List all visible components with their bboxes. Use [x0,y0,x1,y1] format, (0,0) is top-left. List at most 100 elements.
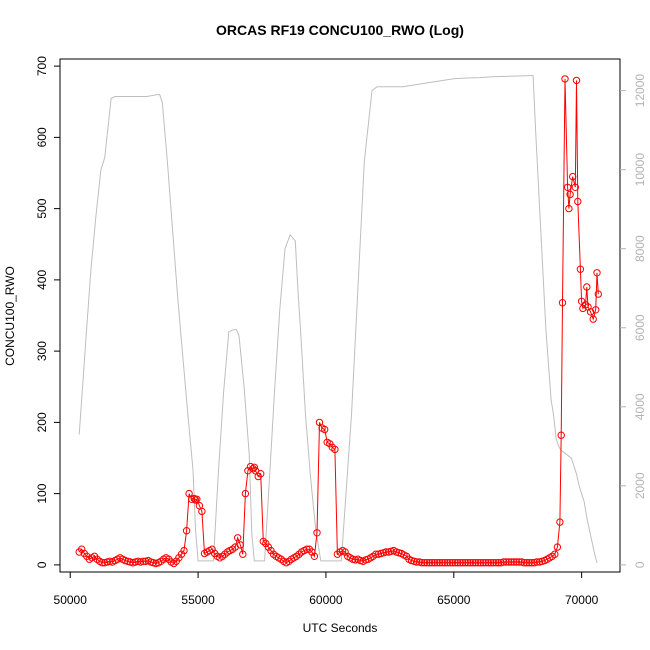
data-point-188 [551,550,559,558]
x-axis-label: UTC Seconds [303,621,378,635]
y-tick-label-1: 100 [35,483,49,503]
data-point-118 [372,550,380,558]
y-tick-label-7: 700 [35,56,49,76]
data-point-153 [461,559,469,567]
data-point-137 [420,559,429,567]
data-point-93 [308,548,316,556]
data-point-189 [553,543,562,551]
chart-title: ORCAS RF19 CONCU100_RWO (Log) [216,22,464,38]
data-point-136 [418,559,426,567]
data-point-195 [565,204,573,213]
data-point-171 [507,558,515,566]
series-left-layer [75,75,602,568]
y-tick-label-2: 200 [35,412,49,432]
y-tick-label-6: 600 [35,127,49,147]
data-point-161 [482,559,490,567]
data-point-63 [234,534,242,542]
data-point-209 [592,306,600,314]
data-point-162 [484,559,492,567]
data-point-210 [593,269,601,277]
x-tick-label-3: 65000 [437,593,471,607]
y-tick-label-4: 400 [35,270,49,290]
y-tick-label-3: 300 [35,341,49,361]
data-point-196 [566,190,574,199]
data-point-66 [241,489,250,498]
data-point-164 [489,559,498,567]
data-point-142 [433,559,441,567]
data-point-134 [413,558,421,566]
data-point-143 [436,559,444,567]
data-point-64 [236,541,245,549]
data-point-152 [459,559,467,567]
data-point-159 [476,559,485,567]
y-axis-left: 0 100 200 300 400 500 600 700 [35,56,60,568]
y-tick-label-5: 500 [35,198,49,218]
data-point-192 [558,299,567,307]
data-point-147 [446,559,454,567]
data-point-179 [528,559,536,567]
data-point-211 [594,290,602,298]
data-point-144 [438,559,446,567]
data-point-204 [581,301,590,309]
data-point-200 [574,197,582,206]
data-point-141 [430,559,439,567]
data-point-102 [331,445,339,454]
plot-frame [59,58,621,573]
data-point-47 [193,495,201,503]
data-point-201 [576,265,585,273]
data-point-158 [474,559,482,567]
x-tick-label-4: 70000 [565,593,599,607]
data-point-57 [218,552,227,560]
series-left-line [78,78,599,565]
y-axis-right: 0 2000 4000 6000 8000 10000 12000 [620,74,647,568]
x-tick-label-2: 60000 [309,593,343,607]
data-point-197 [569,172,577,181]
data-point-70 [250,463,259,471]
data-point-154 [464,559,472,567]
data-point-156 [469,559,477,567]
data-point-150 [453,559,462,567]
data-point-88 [295,550,303,558]
data-point-174 [515,558,523,566]
data-point-81 [277,555,285,563]
data-point-170 [505,558,513,566]
data-point-157 [471,559,480,567]
data-point-165 [492,559,500,567]
data-point-37 [170,559,178,568]
data-point-190 [556,518,564,526]
y2-tick-label-5: 10000 [633,153,647,187]
data-point-199 [572,76,581,85]
data-point-98 [321,425,329,434]
data-point-166 [494,559,503,567]
data-point-49 [198,507,206,516]
data-point-169 [502,558,510,566]
data-point-151 [456,559,464,567]
data-point-191 [557,431,565,439]
x-tick-label-0: 50000 [54,593,88,607]
data-point-95 [313,529,321,537]
data-point-138 [423,559,431,567]
data-point-9 [98,559,106,567]
data-point-194 [563,183,572,192]
y2-tick-label-0: 0 [633,561,647,568]
y2-tick-label-2: 4000 [633,393,647,420]
data-point-139 [425,559,434,567]
data-point-160 [479,559,487,567]
data-point-172 [510,558,518,566]
data-point-41 [180,546,188,555]
data-point-178 [525,559,533,567]
data-point-140 [428,559,436,567]
data-point-198 [571,183,579,192]
data-point-207 [586,308,595,316]
data-point-208 [589,315,597,323]
data-point-7 [93,555,101,563]
data-point-42 [182,527,191,535]
data-point-69 [249,465,257,473]
data-point-73 [257,470,265,478]
y2-tick-label-1: 2000 [633,472,647,499]
x-axis: 50000 55000 60000 65000 70000 [54,572,599,607]
data-point-25 [139,557,147,565]
data-point-122 [382,548,390,556]
data-point-181 [533,558,541,566]
